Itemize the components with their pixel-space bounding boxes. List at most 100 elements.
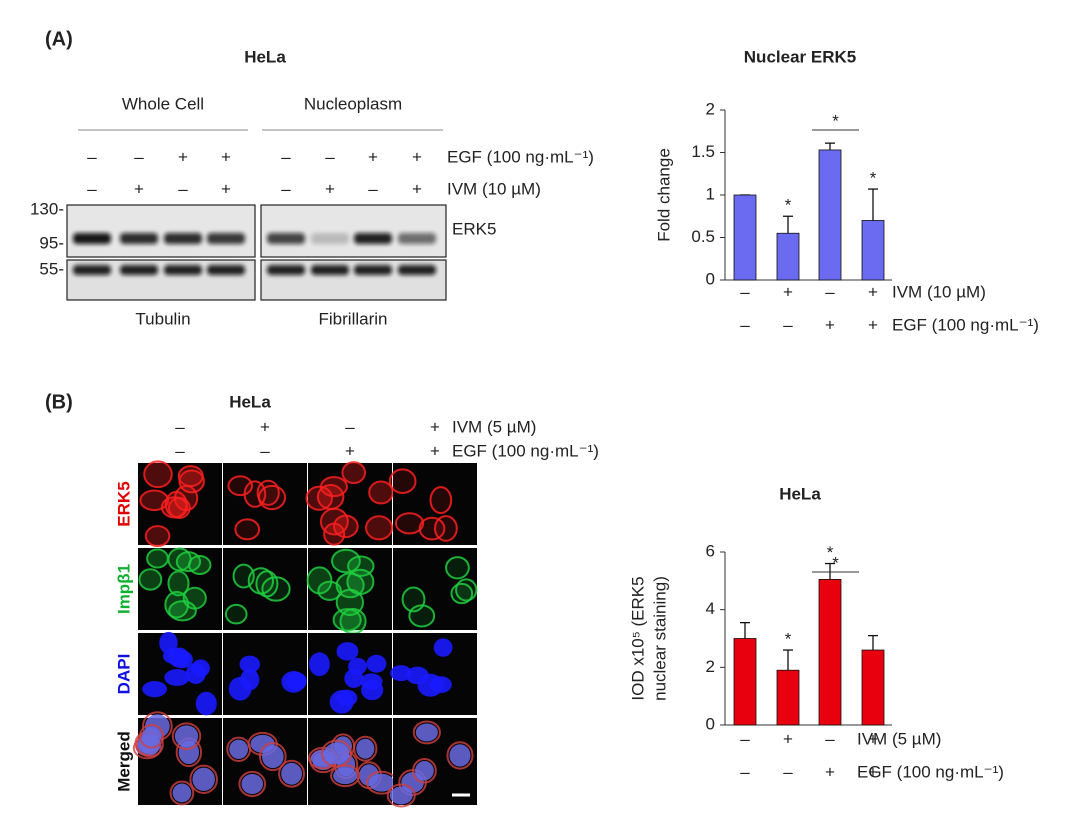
cell [412, 757, 437, 784]
cell [388, 468, 417, 494]
cell [167, 570, 190, 597]
cell [319, 476, 348, 498]
egf-sign: + [178, 147, 188, 166]
egf-sign: + [368, 147, 378, 166]
condition-sign: – [825, 729, 835, 748]
ivm-sign: – [175, 417, 185, 436]
y-axis-label: Fold change [654, 148, 673, 242]
nucleus [261, 745, 284, 769]
ivm-sign: + [260, 417, 270, 436]
egf-sign: – [175, 441, 185, 460]
condition-sign: + [825, 315, 835, 334]
loading-label: Fibrillarin [319, 309, 388, 328]
cell [365, 515, 394, 541]
cell [227, 475, 254, 497]
ivm-sign: – [87, 179, 97, 198]
nucleus [309, 652, 330, 677]
condition-sign: – [783, 315, 793, 334]
cell [160, 496, 189, 519]
nucleus [172, 783, 192, 803]
nucleus [390, 665, 412, 682]
row-label: Impβ1 [114, 564, 133, 614]
ivm-label: IVM (10 µM) [447, 179, 541, 198]
bar [733, 638, 757, 726]
bar [776, 232, 800, 281]
band [398, 265, 436, 275]
significance-star: * [785, 630, 792, 649]
nucleus [192, 767, 215, 791]
cell [178, 469, 205, 494]
condition-sign: + [868, 729, 878, 748]
band [354, 233, 392, 244]
bar [776, 669, 800, 726]
condition-label: IVM (10 µM) [892, 282, 986, 301]
cell [317, 580, 342, 601]
nucleus [449, 744, 471, 767]
y-tick-label: 1 [706, 184, 715, 203]
nucleus [172, 650, 193, 669]
panel-label: (B) [45, 391, 73, 413]
cell [261, 576, 291, 602]
nucleus [323, 742, 350, 765]
egf-sign: – [325, 147, 335, 166]
y-tick-label: 0 [706, 714, 715, 733]
nucleus [348, 657, 367, 675]
condition-sign: – [783, 762, 793, 781]
nucleus [229, 739, 249, 759]
cell [146, 548, 169, 569]
cell [368, 480, 394, 505]
y-tick-label: 6 [706, 541, 715, 560]
egf-label: EGF (100 ng·mL⁻¹) [452, 441, 599, 460]
cell [175, 551, 202, 573]
nucleus [286, 671, 307, 691]
nucleus [141, 726, 162, 746]
condition-sign: + [868, 282, 878, 301]
cell [305, 485, 333, 511]
band [354, 265, 392, 275]
band [311, 233, 349, 244]
cell [258, 742, 287, 772]
bracket-star: * [832, 553, 839, 572]
condition-sign: + [825, 762, 835, 781]
condition-sign: + [783, 282, 793, 301]
condition-label: IVM (5 µM) [857, 729, 941, 748]
nucleus [142, 680, 168, 698]
condition-sign: – [740, 729, 750, 748]
cell [341, 461, 367, 485]
egf-label: EGF (100 ng·mL⁻¹) [447, 147, 594, 166]
cell [446, 741, 474, 770]
blot-erk5 [66, 204, 256, 258]
cell [234, 518, 261, 541]
significance-star: * [870, 169, 877, 188]
group-label: Nucleoplasm [304, 94, 402, 113]
condition-sign: – [740, 315, 750, 334]
y-tick-label: 0 [706, 269, 715, 288]
nucleus [336, 642, 359, 661]
condition-sign: + [868, 762, 878, 781]
cell [316, 484, 345, 510]
condition-sign: + [783, 729, 793, 748]
nucleus [174, 725, 199, 748]
bar [733, 194, 757, 281]
cell [408, 604, 436, 628]
chart-title: Nuclear ERK5 [744, 47, 856, 66]
nucleus [241, 773, 264, 795]
condition-label: EGF (100 ng·mL⁻¹) [857, 762, 1004, 781]
loading-label: Tubulin [135, 309, 190, 328]
significance-star: * [827, 543, 834, 562]
cell [412, 720, 441, 745]
cell [320, 739, 353, 768]
ivm-sign: + [325, 179, 335, 198]
chart-title: HeLa [779, 484, 821, 503]
cell [331, 548, 361, 574]
y-tick-label: 4 [706, 599, 715, 618]
nucleus [335, 689, 358, 707]
band [120, 265, 158, 275]
cell [347, 555, 375, 577]
mw-marker: 55- [39, 259, 64, 278]
ivm-sign: – [178, 179, 188, 198]
egf-sign: – [134, 147, 144, 166]
band-label: ERK5 [452, 219, 496, 238]
band [120, 233, 158, 244]
